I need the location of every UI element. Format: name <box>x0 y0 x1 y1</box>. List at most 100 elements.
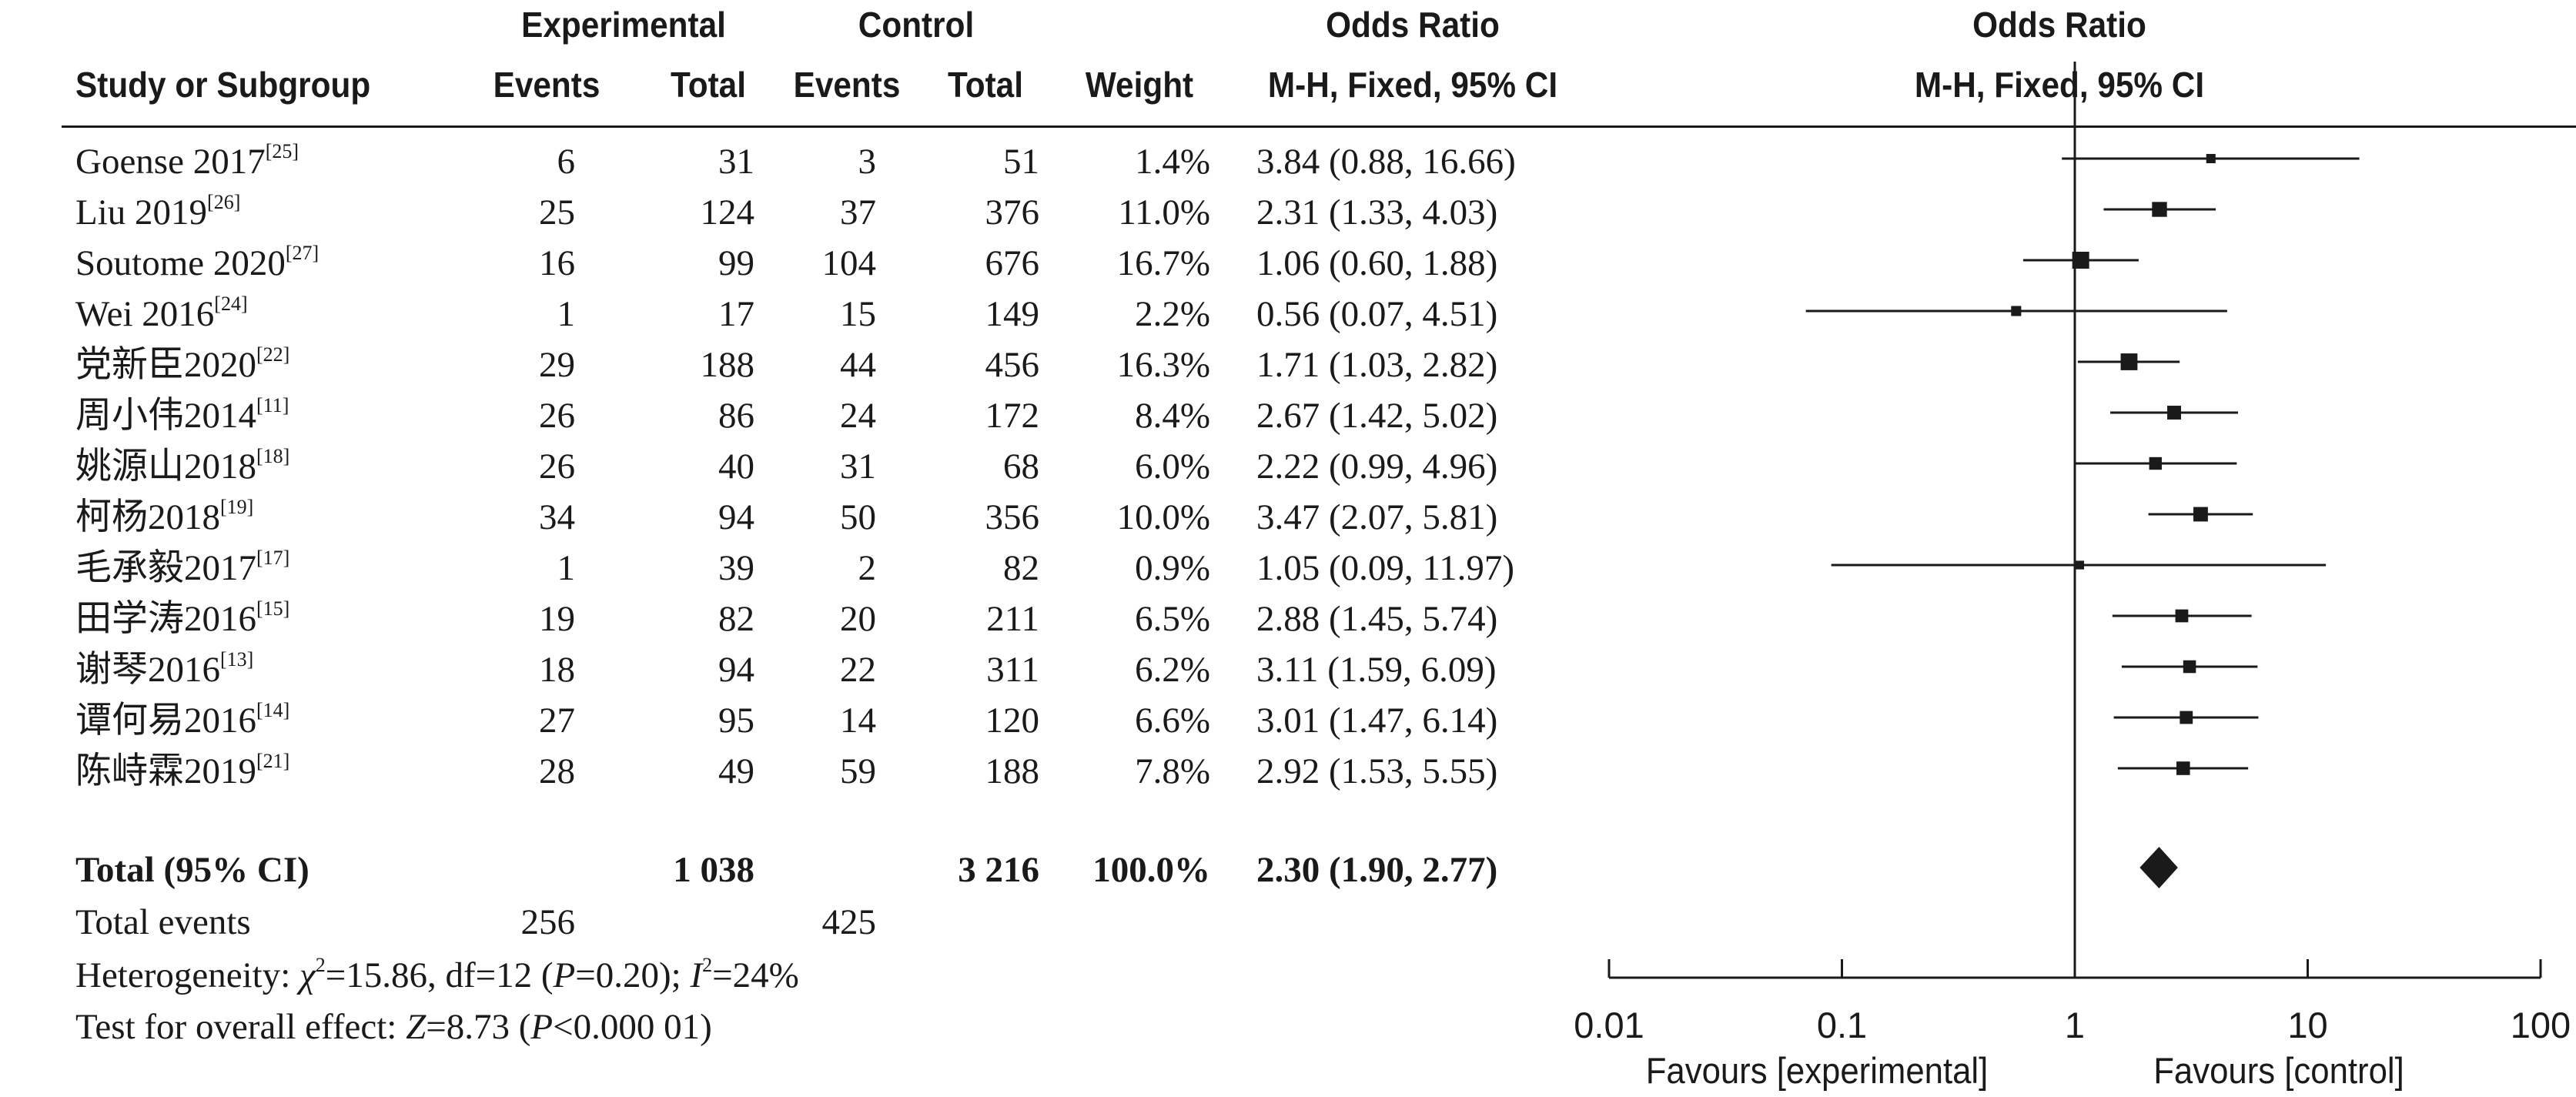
study-name: Soutome 2020[27] <box>75 242 319 284</box>
total-ctrl: 68 <box>1003 446 1039 487</box>
weight: 2.2% <box>1135 294 1210 334</box>
pooled-estimate-diamond <box>2139 847 2178 888</box>
study-reference: [15] <box>256 597 290 620</box>
overall-effect-text: Test for overall effect: Z=8.73 (P<0.000… <box>75 1007 712 1047</box>
point-estimate-square <box>2193 507 2208 522</box>
or-ci: 2.31 (1.33, 4.03) <box>1256 192 1498 232</box>
events-exp: 16 <box>539 243 575 283</box>
x-axis-tick-label: 100 <box>2511 1005 2571 1045</box>
total-exp-header: Total <box>671 65 746 105</box>
study-name: 姚源山2018[18] <box>75 445 290 487</box>
point-estimate-square <box>2149 457 2162 470</box>
weight: 10.0% <box>1116 497 1210 537</box>
total-exp: 99 <box>718 243 754 283</box>
events-ctrl: 24 <box>840 396 876 436</box>
events-ctrl: 22 <box>840 650 876 690</box>
plot-title: Odds Ratio <box>1972 5 2146 45</box>
events-exp: 1 <box>557 548 576 588</box>
study-reference: [21] <box>256 750 290 772</box>
point-estimate-square <box>2120 353 2138 370</box>
point-estimate-square <box>2075 560 2085 570</box>
total-ctrl-header: Total <box>948 65 1023 105</box>
point-estimate-square <box>2206 153 2216 164</box>
or-ci: 0.56 (0.07, 4.51) <box>1256 294 1498 334</box>
or-ci: 3.11 (1.59, 6.09) <box>1256 650 1497 690</box>
study-name: 毛承毅2017[17] <box>75 547 290 589</box>
point-estimate-square <box>2072 252 2089 269</box>
events-exp: 27 <box>539 701 575 741</box>
events-exp: 28 <box>539 751 575 791</box>
point-estimate-square <box>2175 609 2189 623</box>
total-ctrl: 188 <box>985 751 1040 791</box>
total-exp: 82 <box>718 599 754 639</box>
total-ctrl: 376 <box>985 192 1040 232</box>
total-label: Total (95% CI) <box>75 850 309 890</box>
study-name: 柯杨2018[19] <box>75 496 254 538</box>
events-ctrl-header: Events <box>793 65 901 105</box>
total-ctrl: 456 <box>985 345 1040 385</box>
total-exp: 1 038 <box>673 850 754 890</box>
total-ctrl: 356 <box>985 497 1040 537</box>
events-exp: 1 <box>557 294 576 334</box>
study-reference: [18] <box>256 445 290 467</box>
experimental-group-header: Experimental <box>521 5 726 45</box>
or-ci: 1.06 (0.60, 1.88) <box>1256 243 1498 283</box>
weight: 1.4% <box>1135 142 1210 182</box>
total-exp: 94 <box>718 497 754 537</box>
point-estimate-square <box>2183 660 2196 674</box>
point-estimate-square <box>2180 711 2193 724</box>
total-exp: 86 <box>718 396 754 436</box>
x-axis-tick-label: 0.01 <box>1574 1005 1644 1045</box>
point-estimate-square <box>2011 306 2022 316</box>
total-ci: 2.30 (1.90, 2.77) <box>1256 850 1498 890</box>
events-ctrl: 15 <box>840 294 876 334</box>
total-ctrl: 172 <box>985 396 1040 436</box>
weight: 6.6% <box>1135 701 1210 741</box>
study-reference: [17] <box>256 547 290 569</box>
total-exp: 188 <box>700 345 755 385</box>
study-name: 陈峙霖2019[21] <box>75 750 290 792</box>
plot-method-header: M-H, Fixed, 95% CI <box>1914 65 2205 105</box>
total-exp: 94 <box>718 650 754 690</box>
weight: 6.2% <box>1135 650 1210 690</box>
heterogeneity-text: Heterogeneity: χ2=15.86, df=12 (P=0.20);… <box>75 954 799 996</box>
total-ctrl: 82 <box>1003 548 1039 588</box>
total-events-exp: 256 <box>520 902 576 942</box>
weight: 0.9% <box>1135 548 1210 588</box>
or-ci: 3.84 (0.88, 16.66) <box>1256 142 1516 182</box>
x-axis-tick-label: 1 <box>2065 1005 2085 1045</box>
events-exp: 26 <box>539 446 575 487</box>
study-name: 党新臣2020[22] <box>75 343 290 386</box>
or-column-title: Odds Ratio <box>1326 5 1500 45</box>
total-exp: 95 <box>718 701 754 741</box>
total-exp: 40 <box>718 446 754 487</box>
events-ctrl: 50 <box>840 497 876 537</box>
events-exp: 29 <box>539 345 575 385</box>
weight-header: Weight <box>1085 65 1194 105</box>
or-ci: 3.01 (1.47, 6.14) <box>1256 701 1498 741</box>
events-exp: 19 <box>539 599 575 639</box>
events-ctrl: 104 <box>821 243 877 283</box>
point-estimate-square <box>2176 761 2190 775</box>
events-exp: 25 <box>539 192 575 232</box>
or-ci: 2.88 (1.45, 5.74) <box>1256 599 1498 639</box>
events-ctrl: 3 <box>858 142 877 182</box>
study-name: Wei 2016[24] <box>75 293 248 335</box>
study-reference: [14] <box>256 699 290 721</box>
total-exp: 124 <box>700 192 755 232</box>
x-axis-tick-label: 0.1 <box>1817 1005 1867 1045</box>
events-ctrl: 20 <box>840 599 876 639</box>
events-exp-header: Events <box>493 65 601 105</box>
study-reference: [13] <box>220 648 254 671</box>
or-ci: 2.92 (1.53, 5.55) <box>1256 751 1498 791</box>
study-reference: [22] <box>256 343 290 366</box>
study-name: Liu 2019[26] <box>75 191 241 233</box>
header-rule <box>62 125 2576 128</box>
study-reference: [25] <box>265 140 299 162</box>
weight: 6.0% <box>1135 446 1210 487</box>
weight: 16.7% <box>1116 243 1210 283</box>
control-group-header: Control <box>858 5 975 45</box>
events-ctrl: 14 <box>840 701 876 741</box>
study-name: Goense 2017[25] <box>75 140 299 182</box>
